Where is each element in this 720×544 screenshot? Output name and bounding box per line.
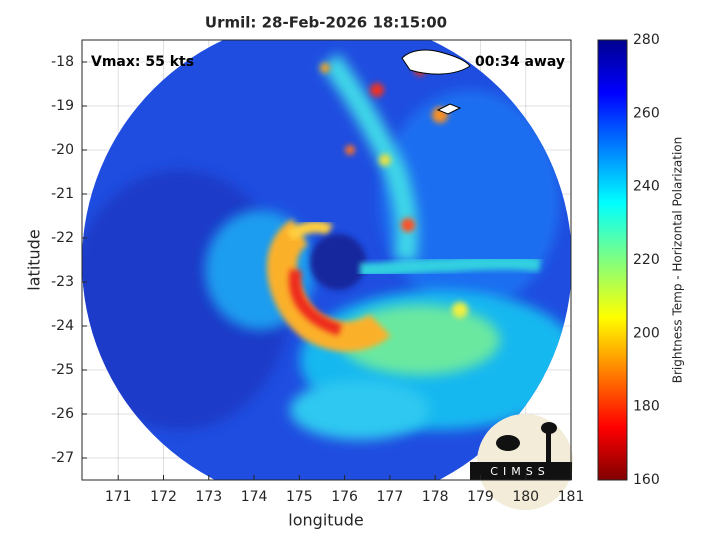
x-tick-label: 181 [558, 489, 585, 505]
annotation: Vmax: 55 kts [91, 54, 194, 70]
x-tick-label: 178 [422, 489, 449, 505]
y-tick-label: -20 [51, 142, 74, 158]
x-tick-label: 179 [467, 489, 494, 505]
x-axis-label: longitude [288, 511, 363, 530]
y-tick-label: -18 [51, 54, 74, 70]
x-tick-label: 177 [377, 489, 404, 505]
x-tick-label: 180 [512, 489, 539, 505]
annotation: 00:34 away [475, 54, 565, 70]
axes-box [81, 39, 572, 481]
y-tick-label: -24 [51, 318, 74, 334]
imagery [82, 40, 571, 480]
x-tick-label: 171 [105, 489, 132, 505]
y-axis-label: latitude [25, 229, 44, 290]
y-tick-label: -27 [51, 450, 74, 466]
x-tick-label: 172 [150, 489, 177, 505]
y-tick-label: -23 [51, 274, 74, 290]
colorbar-tick-label: 280 [633, 32, 660, 48]
colorbar-tick-label: 160 [633, 472, 660, 488]
y-tick-label: -19 [51, 98, 74, 114]
colorbar-tick-label: 200 [633, 325, 660, 341]
logo: CIMSS [470, 414, 573, 510]
chart-title: Urmil: 28-Feb-2026 18:15:00 [205, 14, 447, 32]
colorbar-tick-label: 260 [633, 105, 660, 121]
logo-text: CIMSS [490, 465, 549, 478]
y-tick-label: -25 [51, 362, 74, 378]
x-tick-label: 176 [331, 489, 358, 505]
colorbar-tick-label: 240 [633, 179, 660, 195]
y-tick-label: -26 [51, 406, 74, 422]
y-tick-label: -22 [51, 230, 74, 246]
colorbar-tick-label: 180 [633, 399, 660, 415]
ticks: 171 172 173 174 175 176 177 178 179 180 181 -27 -26 -… [51, 32, 660, 505]
colorbar-tick-label: 220 [633, 252, 660, 268]
x-tick-label: 174 [241, 489, 268, 505]
y-tick-label: -21 [51, 186, 74, 202]
colorbar-label: Brightness Temp - Horizontal Polarizatio… [671, 137, 685, 384]
x-tick-label: 173 [195, 489, 222, 505]
x-tick-label: 175 [286, 489, 313, 505]
colorbar [597, 39, 628, 481]
